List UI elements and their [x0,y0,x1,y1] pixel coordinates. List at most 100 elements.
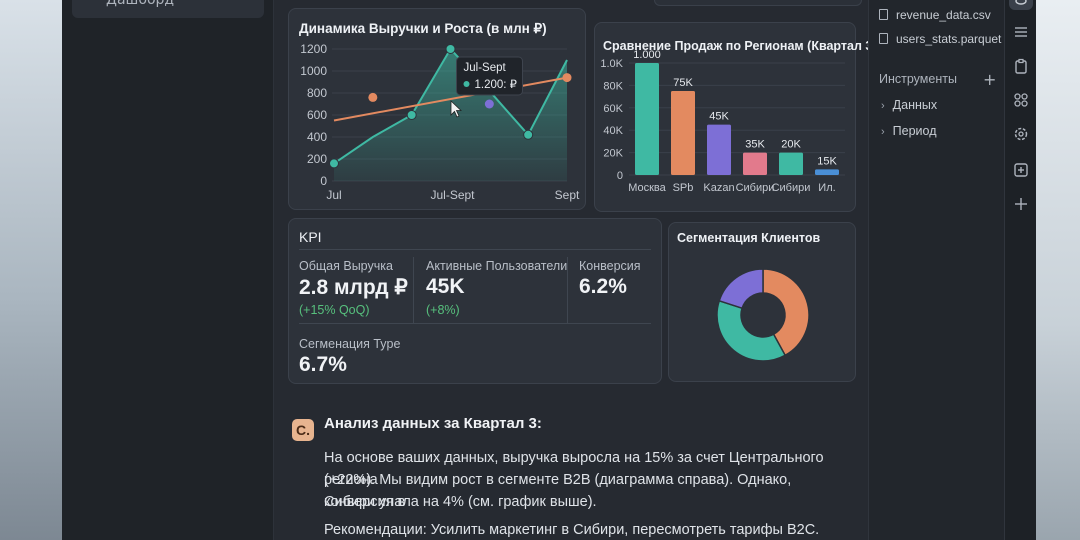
revenue-chart-panel: Динамика Выручки и Роста (в млн ₽) 0 200 4… [288,8,586,210]
y-tick-label: 20K [603,148,623,160]
tree-item-period[interactable]: › Период [881,124,937,138]
sidebar-item-dashboard[interactable]: Дашборд [72,0,264,18]
segment-point [484,99,494,109]
growth-trend-line [333,76,568,122]
kpi-divider [299,323,651,324]
revenue-chart-svg: 0 200 400 600 800 1000 1200 Jul Jul-Sept Sept Jul-… [300,42,580,202]
x-tick-label: Сибири [772,182,811,194]
y-tick-label: 0 [617,170,623,182]
kpi-users-value: 45K [426,275,465,298]
revenue-point [329,158,339,169]
revenue-area [334,49,567,181]
database-button[interactable] [1009,0,1033,10]
sales-bar [707,124,731,175]
kpi-divider [299,249,651,250]
tooltip-value: 1.200: ₽ [475,79,518,91]
grid-icon[interactable] [1013,92,1029,108]
kpi-users-delta: (+8%) [426,303,460,317]
chevron-right-icon: › [881,126,885,138]
growth-point [368,92,378,102]
file-name: revenue_data.csv [896,8,991,22]
y-tick-label: 800 [307,86,327,100]
add-box-icon[interactable] [1013,162,1029,178]
y-tick-label: 40K [603,125,623,137]
kpi-revenue-delta: (+15% QoQ) [299,303,370,317]
kpi-separator [567,257,568,323]
bar-data-label: 45K [709,111,729,123]
tooltip-title: Jul-Sept [464,62,507,74]
icon-bar [1004,0,1036,540]
y-tick-label: 600 [307,108,327,122]
sales-bar [635,63,659,175]
revenue-point [445,44,456,54]
growth-point [562,73,572,83]
analysis-line: Сибири упала на 4% (см. график выше). [324,494,597,510]
donut-slice [716,299,787,362]
settings-icon[interactable] [1013,126,1029,142]
revenue-point [406,110,417,120]
kpi-revenue-label: Общая Выручка [299,259,393,273]
recommendation-line: Рекомендации: Усилить маркетинг в Сибири… [324,522,820,538]
kpi-users-label: Активные Пользователи [426,259,568,273]
kpi-conversion-value: 6.2% [579,275,627,298]
add-tool-icon[interactable]: + [983,70,997,89]
clipboard-icon[interactable] [1013,58,1029,74]
file-icon [879,33,888,44]
file-item[interactable]: users_stats.parquet [879,32,1001,46]
segmentation-panel: Сегментация Клиентов [668,222,856,382]
analysis-line: На основе ваших данных, выручка выросла … [324,450,824,488]
sales-chart-svg: 0 20K 40K 60K 80K 1.0K 1.000 Москва 75K SPb 45K Kaz… [600,49,845,194]
sales-chart-title: Сравнение Продаж по Регионам (Квартал 3) [603,39,877,53]
x-tick-label: Sept [555,188,580,202]
analysis-message: C. Анализ данных за Квартал 3: На основе… [274,395,868,540]
y-tick-label: 60K [603,103,623,115]
x-tick-label: Jul-Sept [430,188,475,202]
x-tick-label: Сибири [736,182,775,194]
tooltip-dot [463,81,470,87]
y-tick-label: 200 [307,152,327,166]
x-tick-label: Ил. [818,182,835,194]
file-name: users_stats.parquet [896,32,1002,46]
plus-icon[interactable] [1013,196,1029,212]
donut-slice [762,268,810,357]
background-left [0,0,62,540]
kpi-panel: KPI Общая Выручка 2.8 млрд ₽ (+15% QoQ) … [288,218,662,384]
chevron-right-icon: › [881,100,885,112]
analysis-line: (+22%). Мы видим рост в сегменте B2B (ди… [324,472,792,510]
background-right [1036,0,1080,540]
revenue-point [523,129,534,140]
y-tick-label: 80K [603,80,623,92]
x-tick-label: SPb [673,182,694,194]
donut-slice [718,268,764,310]
bar-data-label: 1.000 [633,49,661,61]
list-icon[interactable] [1013,24,1029,40]
right-sidebar: revenue_data.csv users_stats.parquet Инс… [868,0,1004,540]
sales-chart-panel: Сравнение Продаж по Регионам (Квартал 3)… [594,22,877,212]
segmentation-title: Сегментация Клиентов [677,231,821,245]
y-tick-label: 1200 [300,42,327,56]
top-toolbar-button[interactable] [654,0,862,6]
x-tick-label: Kazan [703,182,734,194]
x-tick-label: Москва [628,182,666,194]
tooltip-box [456,56,523,96]
kpi-separator [413,257,414,323]
tree-item-data[interactable]: › Данных [881,98,937,112]
tools-heading: Инструменты [879,72,957,86]
database-icon [1015,0,1027,5]
bar-data-label: 35K [745,139,765,151]
file-icon [879,9,888,20]
main-dashboard: Динамика Выручки и Роста (в млн ₽) 0 200 4… [274,0,877,540]
y-tick-label: 1000 [300,64,327,78]
tree-item-label: Данных [892,98,938,112]
kpi-conversion-label: Конверсия [579,259,641,273]
y-tick-label: 400 [307,130,327,144]
assistant-avatar: C. [292,419,314,441]
sales-bar [779,152,803,175]
bar-data-label: 20K [781,139,801,151]
kpi-segment-value: 6.7% [299,353,347,376]
analysis-heading: Анализ данных за Квартал 3: [324,415,542,432]
app-window: Дашборд Динамика Выручки и Роста (в млн … [62,0,1036,540]
mouse-cursor-icon [450,100,463,118]
kpi-segment-label: Сегменация Type [299,337,401,351]
file-item[interactable]: revenue_data.csv [879,8,991,22]
